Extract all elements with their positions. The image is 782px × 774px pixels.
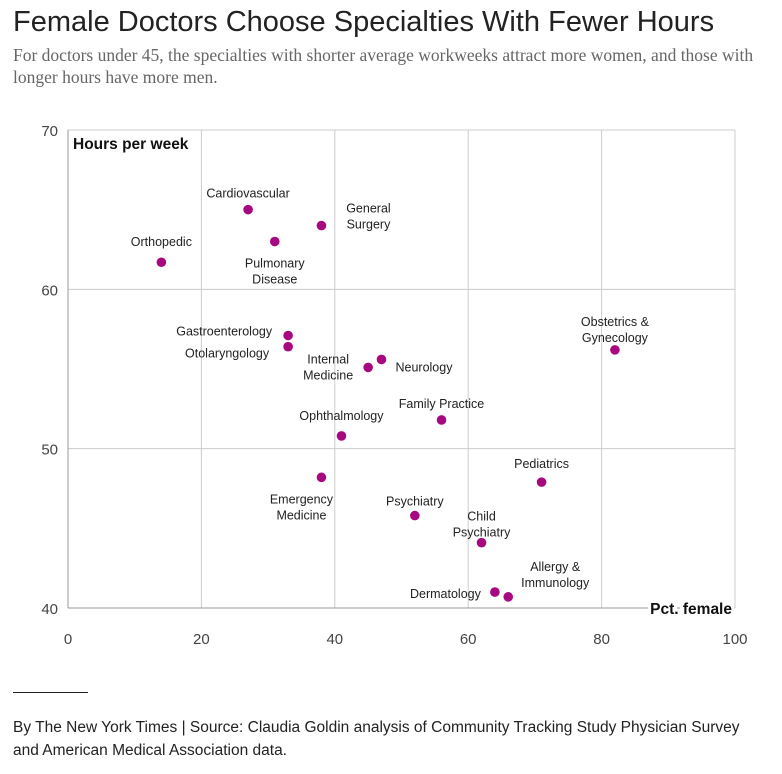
point-label: Allergy & Immunology [521, 560, 590, 590]
data-points [156, 204, 620, 602]
data-point [283, 341, 293, 352]
data-point [316, 220, 327, 231]
point-label: Pediatrics [514, 457, 569, 471]
point-labels: Cardiovascular General Surgery Orthopedic Pu… [131, 187, 650, 601]
data-point [363, 362, 373, 373]
point-label: Family Practice [399, 397, 484, 411]
point-label: Psychiatry [386, 495, 444, 509]
point-label: Emergency Medicine [270, 492, 334, 522]
y-tick-label: 60 [41, 282, 58, 299]
point-label: Cardiovascular [206, 187, 289, 201]
data-point [283, 330, 293, 341]
x-tick-label: 20 [193, 631, 210, 648]
x-tick-label: 100 [722, 631, 747, 648]
x-tick-label: 0 [64, 631, 72, 648]
chart-title: Female Doctors Choose Specialties With F… [13, 6, 715, 38]
x-tick-label: 60 [460, 631, 477, 648]
data-point [336, 431, 347, 441]
data-point [156, 257, 167, 268]
point-label: Dermatology [410, 587, 482, 601]
source-divider [13, 692, 88, 693]
y-axis-label: Hours per week [73, 136, 189, 153]
x-tick-label: 80 [593, 631, 610, 648]
point-label: Neurology [395, 360, 453, 374]
source-note: By The New York Times | Source: Claudia … [13, 719, 740, 759]
point-label: Otolaryngology [185, 347, 270, 361]
x-axis-label: Pct. female [650, 601, 732, 618]
data-point [476, 537, 487, 548]
data-point [610, 345, 620, 355]
data-point [410, 510, 420, 521]
data-point [490, 587, 500, 597]
point-label: Child Psychiatry [453, 510, 511, 540]
data-point [536, 477, 547, 487]
grid [67, 129, 736, 609]
x-tick-label: 40 [326, 631, 343, 648]
point-label: Obstetrics & Gynecology [581, 315, 650, 345]
data-point [503, 592, 514, 602]
y-tick-label: 40 [41, 601, 58, 618]
data-point [436, 415, 447, 425]
data-point [316, 472, 327, 483]
chart-subtitle: For doctors under 45, the specialties wi… [13, 45, 754, 87]
point-label: Ophthalmology [299, 409, 384, 423]
point-label: Gastroenterology [176, 325, 273, 339]
axis-ticks: 0 20 40 60 80 100 40 50 60 70 [41, 123, 747, 648]
data-point [243, 204, 253, 215]
point-label: Internal Medicine [303, 352, 353, 382]
data-point [376, 354, 387, 365]
scatter-chart: 0 20 40 60 80 100 40 50 60 70 Cardiovascular Gener… [41, 123, 747, 648]
point-label: Pulmonary Disease [245, 257, 305, 287]
y-tick-label: 70 [41, 123, 58, 140]
point-label: Orthopedic [131, 235, 192, 249]
y-tick-label: 50 [41, 442, 58, 459]
point-label: General Surgery [346, 202, 391, 232]
data-point [269, 236, 280, 247]
